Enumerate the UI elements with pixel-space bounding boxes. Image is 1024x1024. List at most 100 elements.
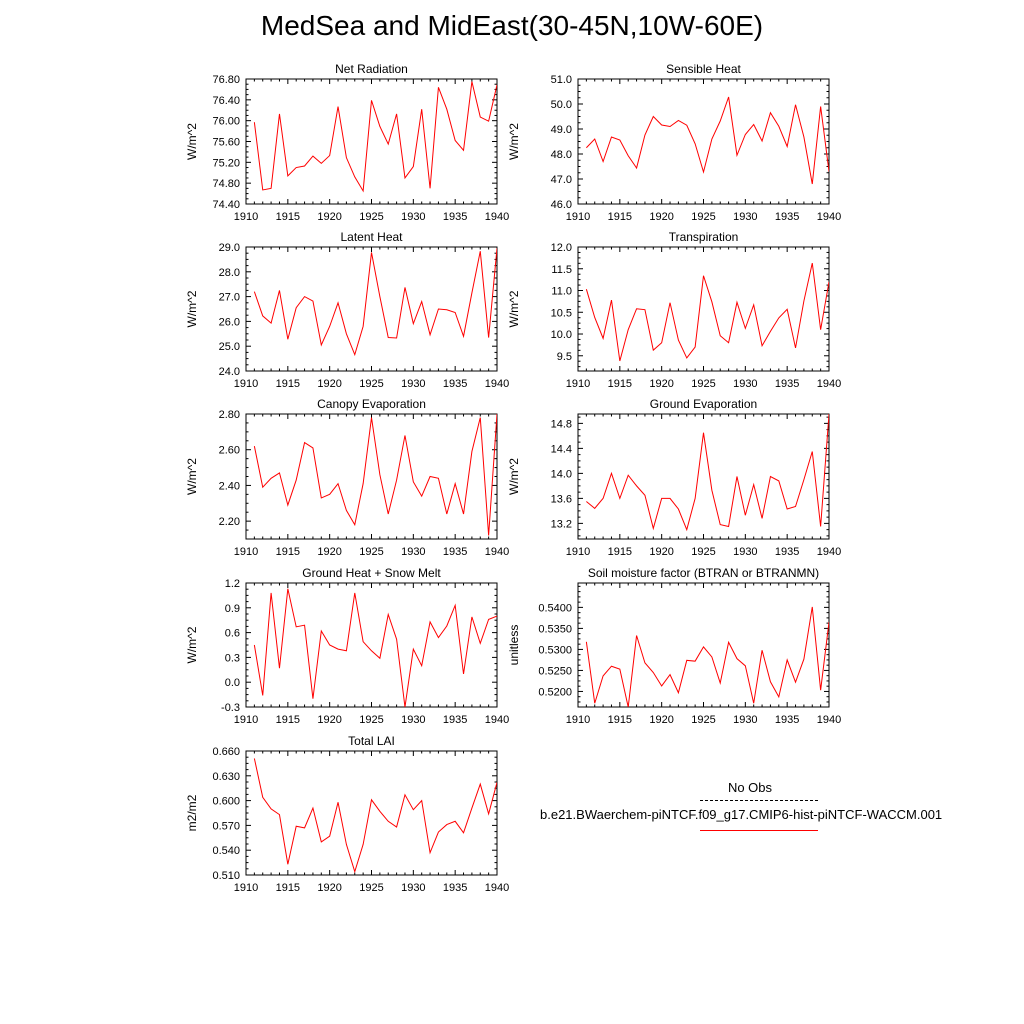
y-tick-label: 2.20 <box>219 516 240 528</box>
y-tick-label: 13.2 <box>551 518 572 530</box>
y-tick-label: 0.3 <box>225 652 240 664</box>
y-axis-label: W/m^2 <box>185 123 199 160</box>
y-tick-label: 2.80 <box>219 409 240 421</box>
y-tick-label: 0.6 <box>225 628 240 640</box>
y-tick-label: 11.5 <box>551 264 572 276</box>
x-tick-label: 1940 <box>817 211 841 223</box>
legend-obs-swatch <box>700 800 818 801</box>
plot-frame <box>577 582 830 708</box>
y-tick-label: 26.0 <box>219 316 240 328</box>
x-tick-label: 1920 <box>649 546 673 558</box>
y-tick-label: 76.80 <box>212 74 240 86</box>
y-tick-label: 2.40 <box>219 480 240 492</box>
x-tick-label: 1935 <box>775 211 799 223</box>
y-tick-label: 47.0 <box>551 174 572 186</box>
x-tick-label: 1920 <box>317 882 341 894</box>
x-tick-label: 1930 <box>733 378 757 390</box>
y-tick-label: 24.0 <box>219 366 240 378</box>
x-tick-label: 1910 <box>234 546 258 558</box>
y-tick-label: 14.8 <box>551 418 572 430</box>
x-tick-label: 1940 <box>817 378 841 390</box>
series-line <box>253 414 497 536</box>
y-tick-label: 1.2 <box>225 578 240 590</box>
panel-3: 1910 1915 1920 1925 1930 1935 1940 24.0 25.0 26.0… <box>185 230 509 390</box>
y-tick-label: 0.600 <box>212 796 240 808</box>
x-tick-label: 1915 <box>608 211 632 223</box>
x-tick-label: 1925 <box>359 211 383 223</box>
y-tick-label: 0.5200 <box>538 686 572 698</box>
y-tick-label: 76.40 <box>212 95 240 107</box>
figure-title: MedSea and MidEast(30-45N,10W-60E) <box>260 10 764 41</box>
y-axis-label: W/m^2 <box>185 458 199 495</box>
plot-frame <box>577 246 830 372</box>
y-tick-label: 0.540 <box>212 845 240 857</box>
y-tick-label: -0.3 <box>221 702 240 714</box>
x-tick-label: 1940 <box>485 546 509 558</box>
x-tick-label: 1930 <box>401 546 425 558</box>
series-line <box>586 414 829 532</box>
y-tick-label: 25.0 <box>219 341 240 353</box>
y-tick-label: 11.0 <box>551 286 572 298</box>
x-tick-label: 1930 <box>401 714 425 726</box>
x-tick-label: 1920 <box>317 378 341 390</box>
y-axis-label: unitless <box>507 625 521 666</box>
legend-case-label: b.e21.BWaerchem-piNTCF.f09_g17.CMIP6-his… <box>540 807 943 822</box>
x-tick-label: 1910 <box>234 378 258 390</box>
x-tick-label: 1925 <box>359 378 383 390</box>
x-tick-label: 1910 <box>234 211 258 223</box>
plot-frame <box>245 413 498 540</box>
y-tick-label: 48.0 <box>551 149 572 161</box>
x-tick-label: 1930 <box>733 714 757 726</box>
panel-title: Ground Heat + Snow Melt <box>302 566 441 580</box>
y-tick-label: 49.0 <box>551 124 572 136</box>
y-tick-label: 0.0 <box>225 677 240 689</box>
x-tick-label: 1935 <box>443 714 467 726</box>
y-tick-label: 28.0 <box>219 267 240 279</box>
y-tick-label: 10.5 <box>551 307 572 319</box>
y-axis-label: W/m^2 <box>507 458 521 495</box>
y-tick-label: 46.0 <box>551 199 572 211</box>
y-axis-label: W/m^2 <box>185 290 199 327</box>
x-tick-label: 1925 <box>691 546 715 558</box>
y-tick-label: 74.80 <box>212 178 240 190</box>
series-line <box>253 81 497 193</box>
panel-title: Net Radiation <box>335 62 408 76</box>
panel-title: Sensible Heat <box>666 62 741 76</box>
panel-8: 1910 1915 1920 1925 1930 1935 1940 0.5200 0.5250… <box>507 566 841 726</box>
x-tick-label: 1915 <box>608 378 632 390</box>
y-tick-label: 0.5300 <box>538 644 572 656</box>
y-tick-label: 27.0 <box>219 292 240 304</box>
x-tick-label: 1935 <box>775 714 799 726</box>
x-tick-label: 1930 <box>401 378 425 390</box>
panel-4: 1910 1915 1920 1925 1930 1935 1940 9.5 10.0 10.5 1… <box>507 230 841 390</box>
panel-9: 1910 1915 1920 1925 1930 1935 1940 0.510 0.540 0.… <box>185 734 509 894</box>
x-tick-label: 1915 <box>276 882 300 894</box>
x-tick-label: 1935 <box>443 211 467 223</box>
x-tick-label: 1910 <box>234 714 258 726</box>
x-tick-label: 1920 <box>317 546 341 558</box>
y-axis-label: m2/m2 <box>185 794 199 831</box>
panel-title: Ground Evaporation <box>650 397 757 411</box>
x-tick-label: 1910 <box>234 882 258 894</box>
x-tick-label: 1915 <box>276 211 300 223</box>
panel-6: 1910 1915 1920 1925 1930 1935 1940 13.2 13.6 14.0… <box>507 397 841 558</box>
y-tick-label: 75.60 <box>212 137 240 149</box>
x-tick-label: 1920 <box>317 714 341 726</box>
legend-case-swatch <box>700 830 818 831</box>
x-tick-label: 1915 <box>276 378 300 390</box>
x-tick-label: 1910 <box>566 546 590 558</box>
x-tick-label: 1925 <box>359 714 383 726</box>
y-tick-label: 29.0 <box>219 242 240 254</box>
y-tick-label: 50.0 <box>551 99 572 111</box>
x-tick-label: 1925 <box>691 378 715 390</box>
x-tick-label: 1940 <box>817 714 841 726</box>
y-tick-label: 13.6 <box>551 493 572 505</box>
x-tick-label: 1920 <box>317 211 341 223</box>
x-tick-label: 1910 <box>566 211 590 223</box>
y-tick-label: 0.570 <box>212 820 240 832</box>
x-tick-label: 1920 <box>649 714 673 726</box>
x-tick-label: 1915 <box>276 546 300 558</box>
y-axis-label: W/m^2 <box>507 123 521 160</box>
series-line <box>253 248 497 357</box>
